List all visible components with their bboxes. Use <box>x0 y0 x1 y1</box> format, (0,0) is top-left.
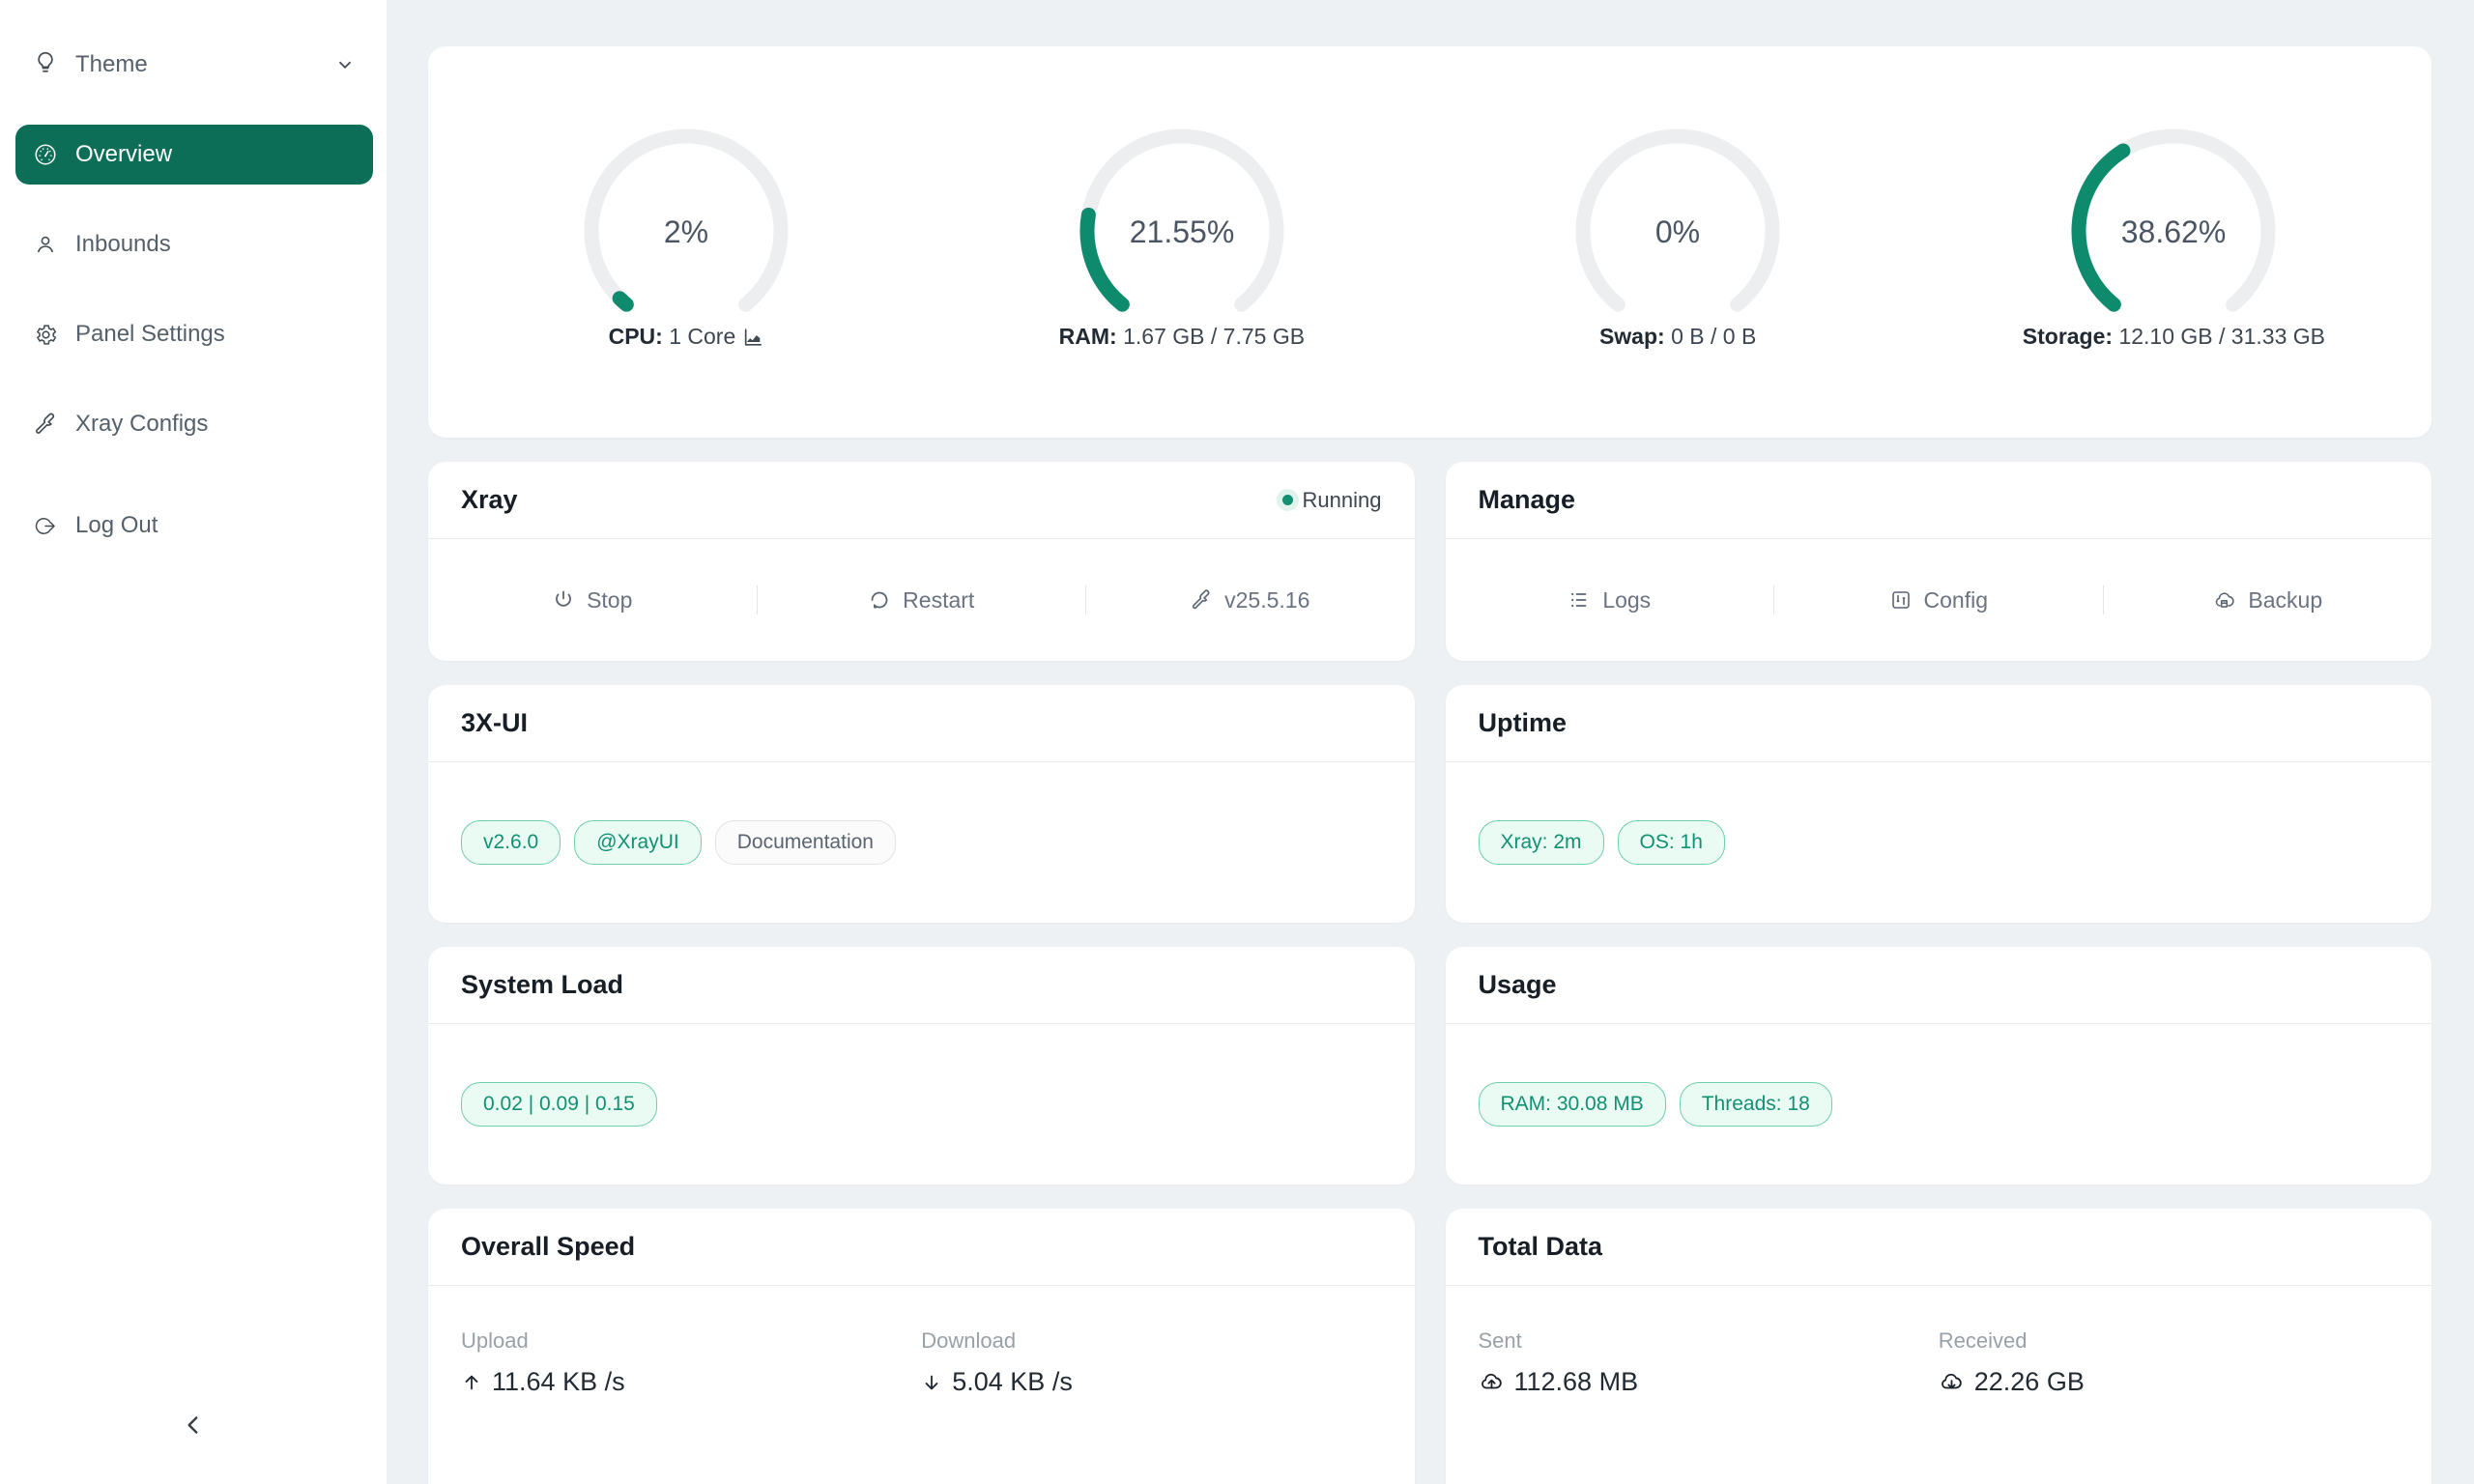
svg-text:0%: 0% <box>1655 214 1700 249</box>
svg-text:21.55%: 21.55% <box>1130 214 1235 249</box>
svg-text:2%: 2% <box>664 214 708 249</box>
svg-text:38.62%: 38.62% <box>2121 214 2227 249</box>
